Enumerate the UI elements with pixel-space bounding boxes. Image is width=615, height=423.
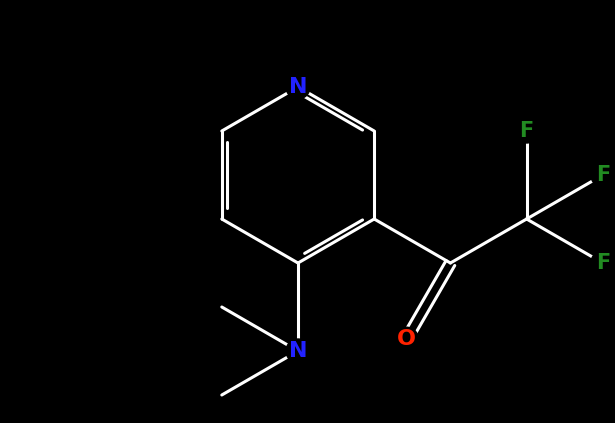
Circle shape — [394, 327, 418, 351]
Circle shape — [286, 339, 310, 363]
Text: O: O — [397, 329, 416, 349]
Circle shape — [591, 251, 615, 275]
Text: F: F — [520, 121, 534, 141]
Text: N: N — [289, 341, 308, 361]
Text: F: F — [596, 165, 610, 185]
Text: F: F — [596, 253, 610, 273]
Circle shape — [286, 75, 310, 99]
Circle shape — [515, 119, 539, 143]
Text: N: N — [289, 77, 308, 97]
Circle shape — [591, 163, 615, 187]
